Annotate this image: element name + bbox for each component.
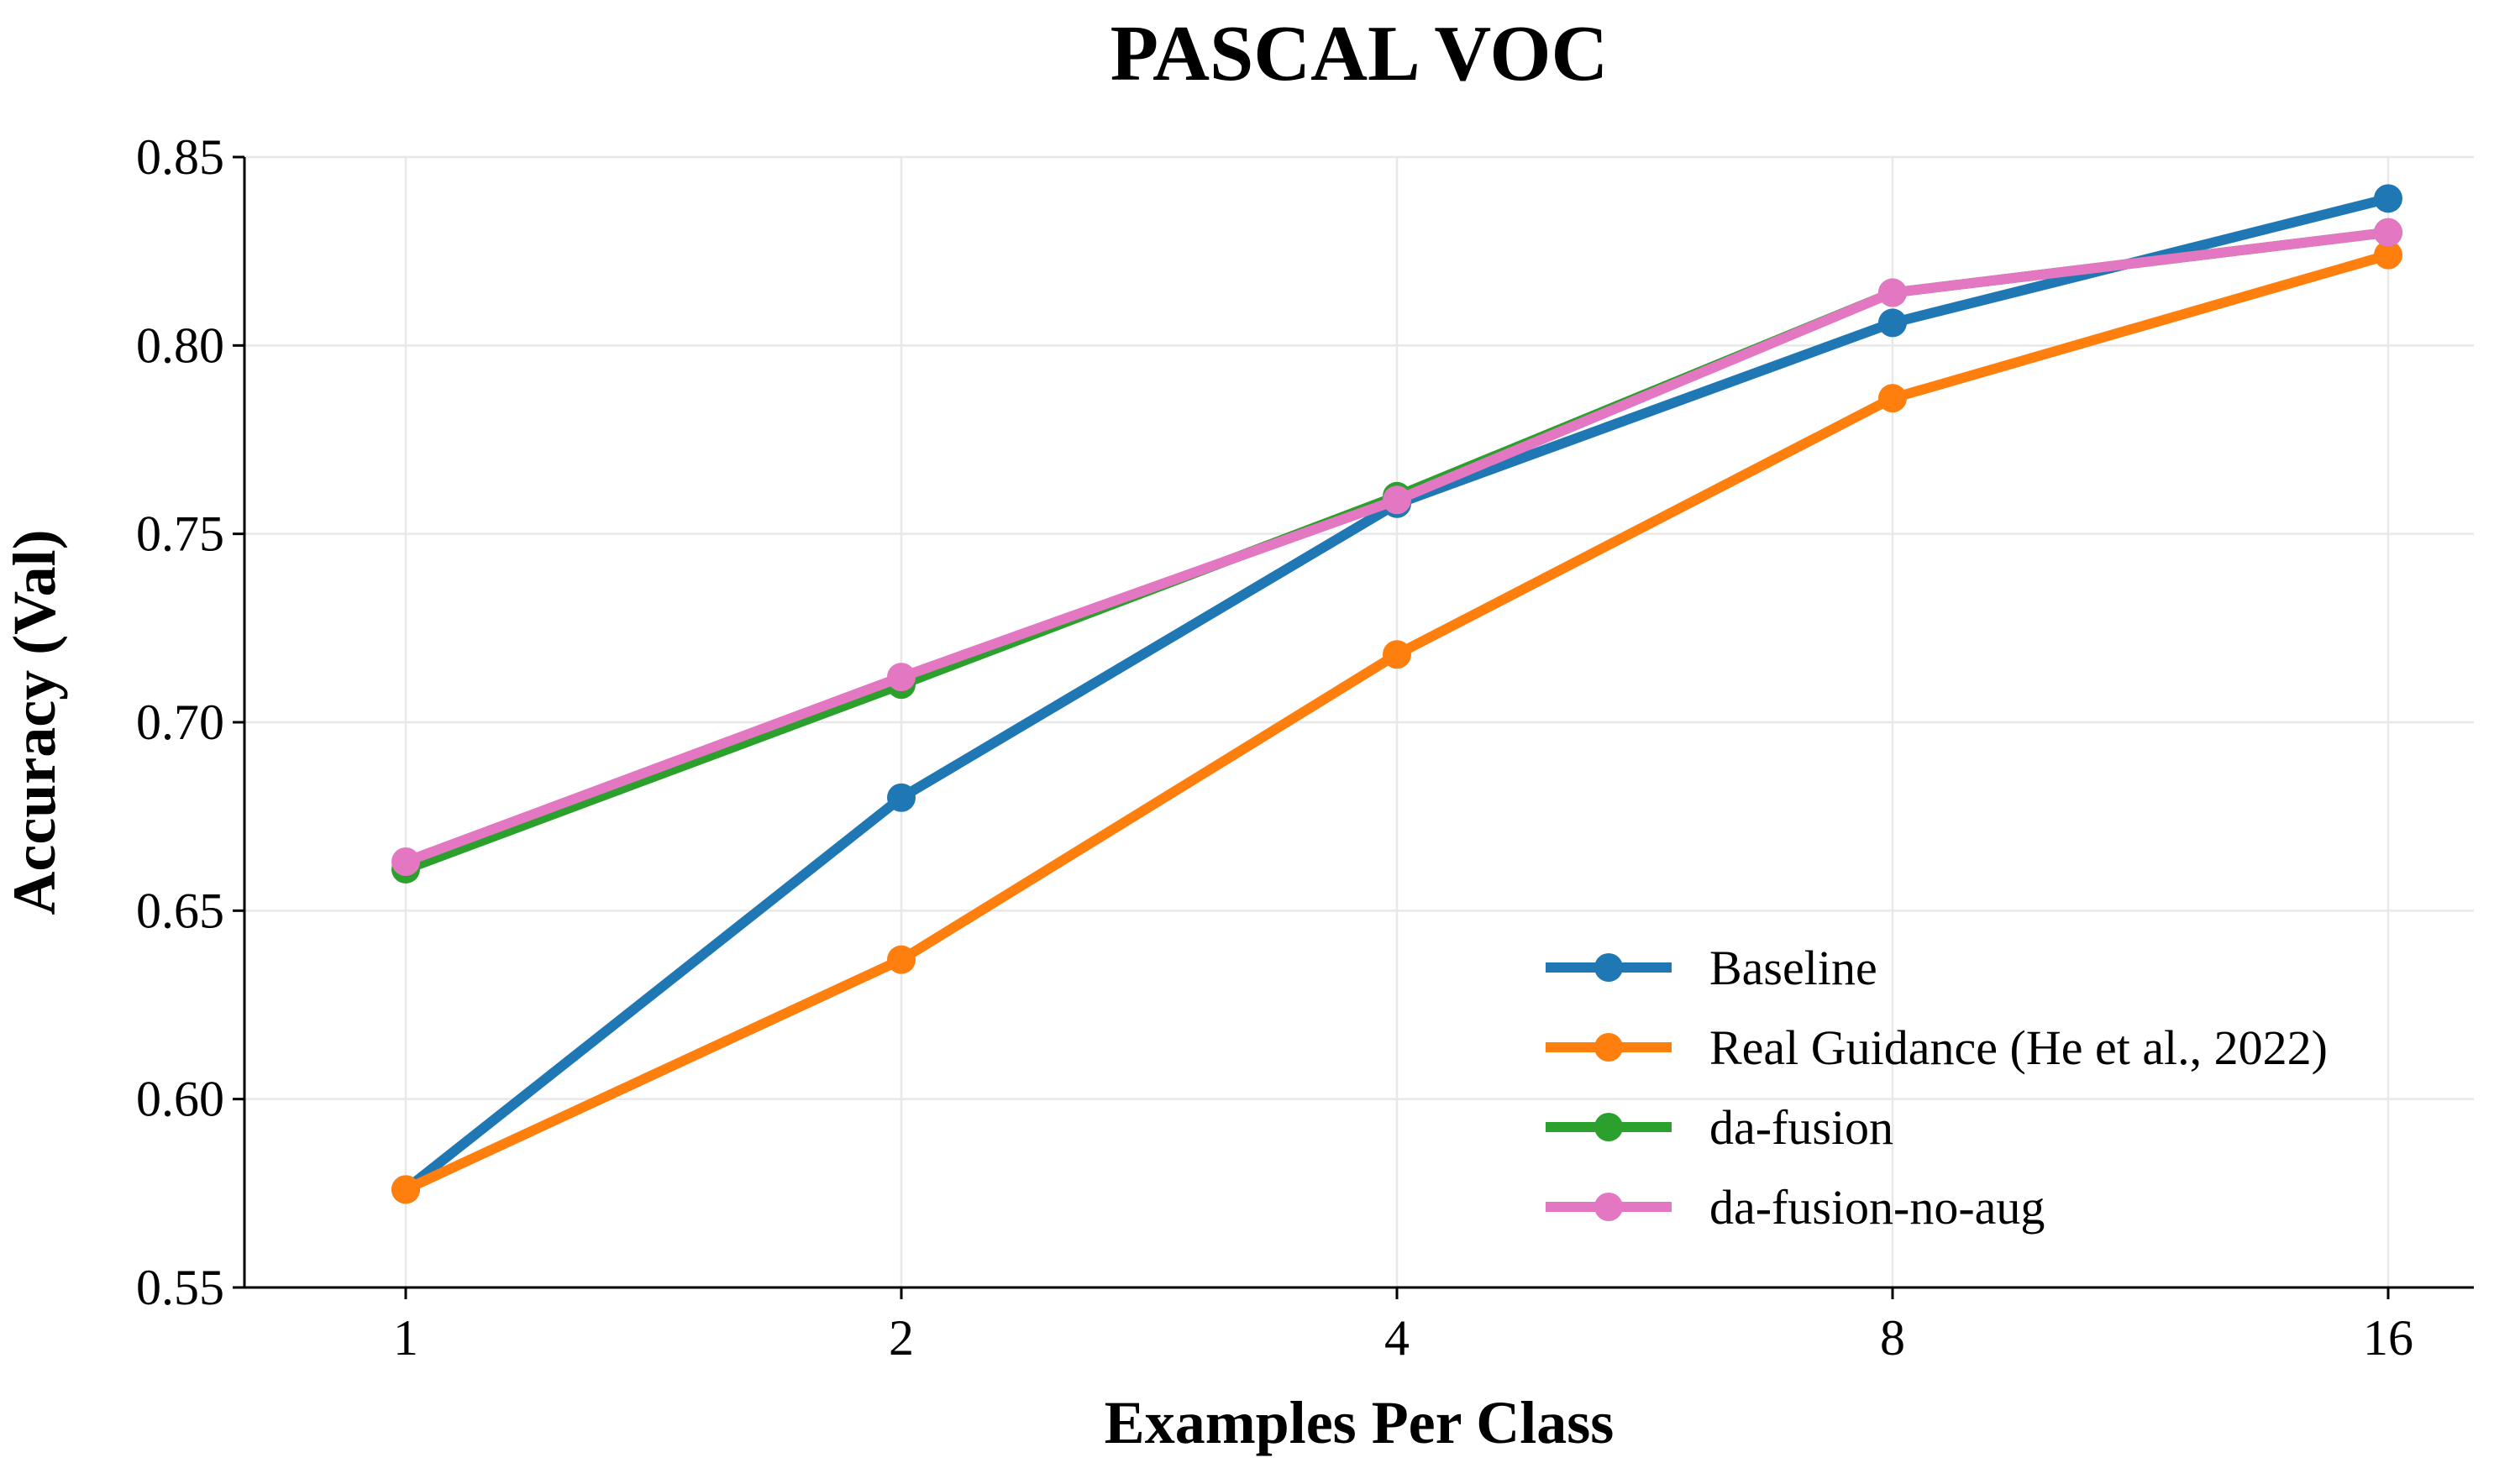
x-ticks: 1 2 4 8 16 [393, 1287, 2413, 1366]
data-point [1878, 308, 1907, 338]
y-tick-label: 0.80 [136, 317, 224, 373]
y-tick-label: 0.75 [136, 506, 224, 562]
legend-marker [1594, 1193, 1623, 1221]
data-point [1383, 640, 1411, 669]
data-point [887, 663, 916, 692]
series [391, 184, 2402, 1204]
data-point [2374, 240, 2402, 270]
x-tick-label: 8 [1880, 1310, 1905, 1366]
legend-entry: Real Guidance (He et al., 2022) [1546, 1020, 2328, 1075]
y-tick-label: 0.85 [136, 129, 224, 185]
x-tick-label: 2 [889, 1310, 914, 1366]
data-point [391, 1175, 420, 1204]
data-point [1878, 384, 1907, 413]
legend-label: Baseline [1709, 941, 1877, 995]
x-tick-label: 16 [2363, 1310, 2413, 1366]
legend-label: da-fusion-no-aug [1709, 1180, 2045, 1235]
legend-entry: da-fusion [1546, 1100, 1893, 1155]
x-tick-label: 4 [1384, 1310, 1410, 1366]
legend-label: da-fusion [1709, 1100, 1893, 1155]
x-tick-label: 1 [393, 1310, 418, 1366]
data-point [1878, 278, 1907, 307]
x-axis-label: Examples Per Class [1105, 1389, 1615, 1456]
y-tick-label: 0.60 [136, 1072, 224, 1127]
data-point [2374, 184, 2402, 213]
legend: Baseline Real Guidance (He et al., 2022) d… [1546, 941, 2328, 1235]
data-point [2374, 218, 2402, 247]
series-1 [391, 240, 2402, 1204]
legend-label: Real Guidance (He et al., 2022) [1709, 1020, 2328, 1075]
y-axis-label: Accuracy (Val) [1, 529, 68, 915]
legend-marker [1594, 1113, 1623, 1141]
y-tick-label: 0.65 [136, 883, 224, 938]
legend-marker [1594, 1033, 1623, 1062]
legend-entry: da-fusion-no-aug [1546, 1180, 2045, 1235]
grid [244, 155, 2474, 1289]
y-ticks: 0.55 0.60 0.65 0.70 0.75 0.80 0.85 [136, 129, 244, 1315]
y-tick-label: 0.70 [136, 695, 224, 750]
data-point [391, 847, 420, 877]
data-point [1383, 485, 1411, 515]
chart-title: PASCAL VOC [1110, 10, 1609, 97]
data-point [887, 783, 916, 812]
series-3 [391, 218, 2402, 877]
legend-entry: Baseline [1546, 941, 1877, 995]
data-point [887, 945, 916, 974]
y-tick-label: 0.55 [136, 1260, 224, 1315]
legend-marker [1594, 953, 1623, 982]
